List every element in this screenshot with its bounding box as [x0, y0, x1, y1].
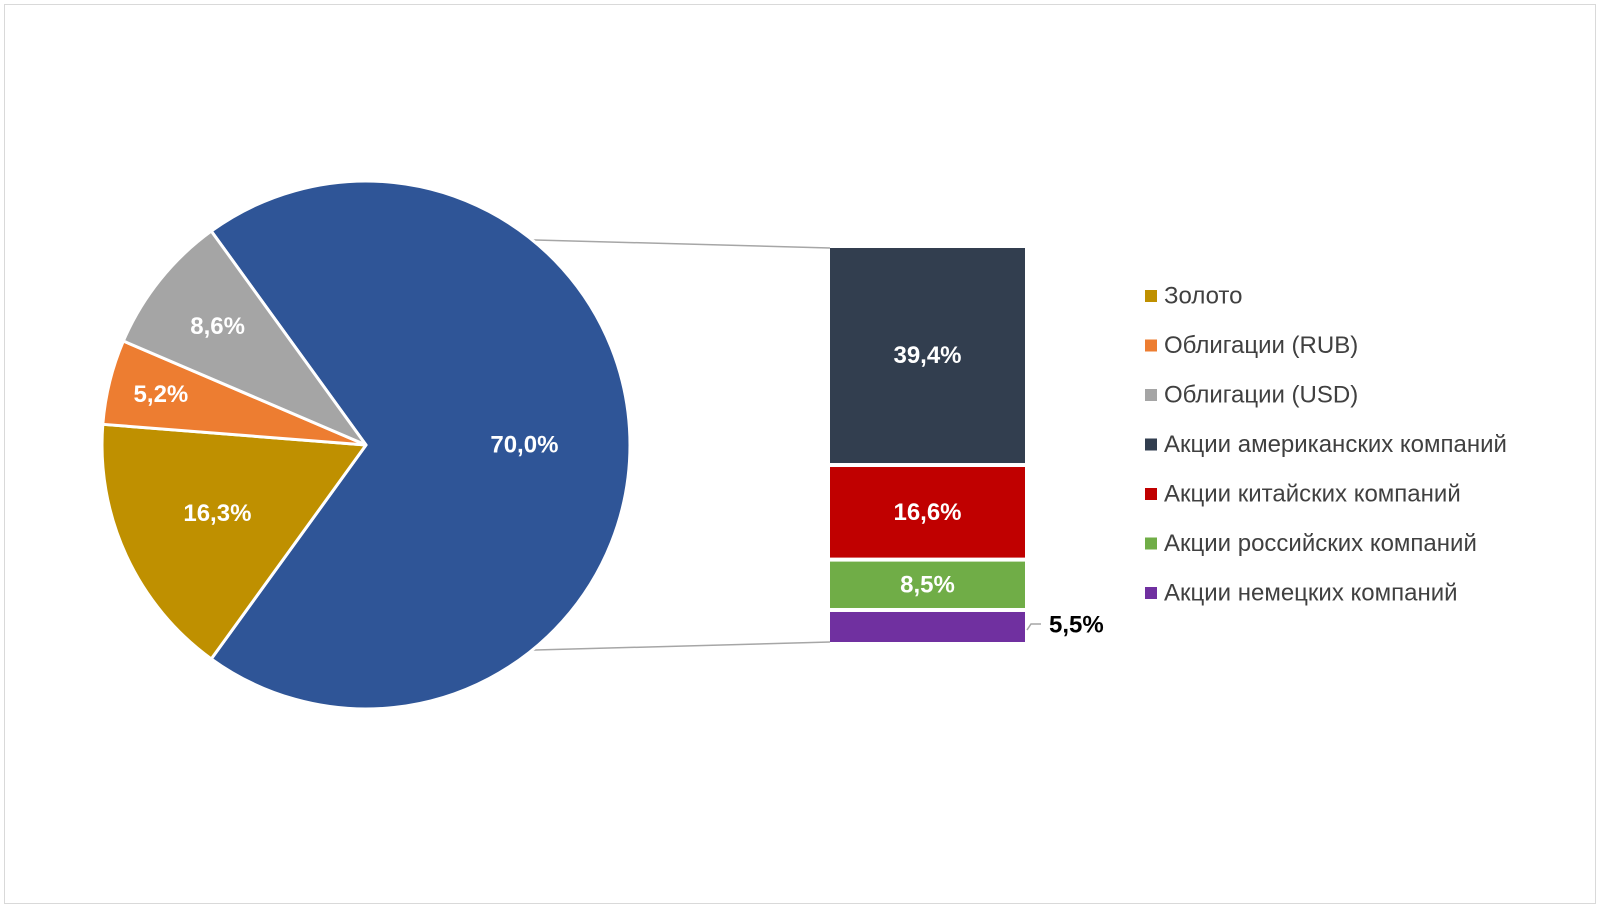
bar-label-акции-российских-компаний: 8,5%	[900, 571, 955, 598]
pie-slice-акции	[209, 179, 632, 711]
pie-slice-облигации-usd	[121, 229, 368, 447]
bar-label-акции-китайских-компаний: 16,6%	[893, 499, 961, 526]
legend-item-золото: Золото	[1164, 283, 1242, 310]
legend-item-акции-российских-компаний: Акции российских компаний	[1164, 530, 1477, 557]
stacked-bar: 39,4% 16,6% 8,5% 5,5%	[830, 248, 1104, 642]
legend-item-облигации-usd: Облигации (USD)	[1164, 382, 1358, 409]
pie-label-облигации-usd: 8,6%	[190, 313, 245, 340]
legend-marker-золото	[1145, 290, 1157, 302]
pie-label-облигации-rub: 5,2%	[134, 381, 189, 408]
pie-label-золото: 16,3%	[183, 500, 251, 527]
legend-marker-акции-российских-компаний	[1145, 537, 1157, 550]
bar-label-акции-американских-компаний: 39,4%	[893, 342, 961, 369]
bar-label-акции-немецких-компаний: 5,5%	[1049, 612, 1104, 639]
legend-marker-акции-китайских-компаний	[1145, 488, 1157, 500]
pie-slice-золото	[100, 422, 368, 661]
legend-marker-акции-американских-компаний	[1145, 438, 1157, 451]
legend-item-акции-китайских-компаний: Акции китайских компаний	[1164, 481, 1461, 508]
bar-segment-акции-немецких-компаний	[830, 611, 1025, 642]
bar-segment-акции-российских-компаний	[830, 561, 1025, 608]
legend: Золото Облигации (RUB) Облигации (USD) Акци…	[1145, 283, 1507, 607]
bar-segment-акции-американских-компаний	[830, 248, 1025, 464]
legend-item-акции-немецких-компаний: Акции немецких компаний	[1164, 580, 1458, 607]
legend-marker-акции-немецких-компаний	[1145, 587, 1157, 599]
bar-segment-акции-китайских-компаний	[830, 467, 1025, 558]
legend-item-акции-американских-компаний: Акции американских компаний	[1164, 431, 1507, 458]
legend-item-облигации-rub: Облигации (RUB)	[1164, 332, 1358, 359]
bar-label-leader	[1026, 623, 1041, 631]
pie: 70,0% 16,3% 5,2% 8,6%	[100, 179, 632, 711]
legend-marker-облигации-rub	[1145, 339, 1157, 352]
pie-label-акции: 70,0%	[490, 432, 558, 459]
legend-marker-облигации-usd	[1145, 389, 1157, 401]
